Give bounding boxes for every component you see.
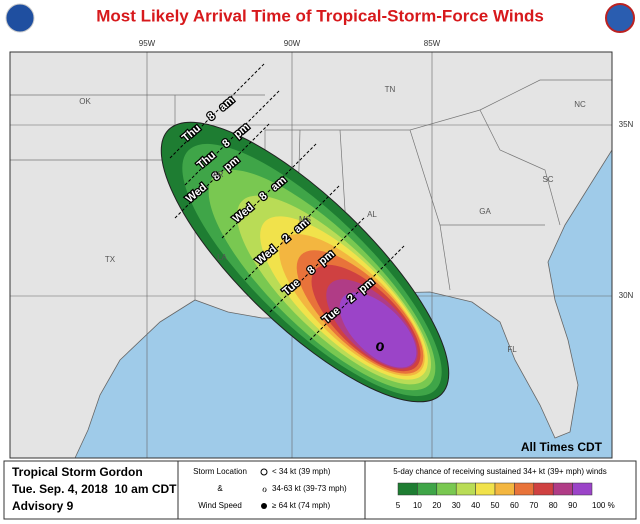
colorbar-swatch <box>572 482 593 496</box>
colorbar-swatch <box>397 482 418 496</box>
legend-item: ≥ 64 kt (74 mph) <box>272 501 331 510</box>
state-label: FL <box>507 345 517 354</box>
title: Most Likely Arrival Time of Tropical-Sto… <box>96 6 544 25</box>
time-note: All Times CDT <box>521 440 603 454</box>
colorbar-swatch <box>455 482 476 496</box>
state-label: AR <box>212 170 223 179</box>
time-contour <box>184 89 281 186</box>
colorbar-label: 90 <box>568 501 577 510</box>
time-contour <box>269 216 366 313</box>
time-contour <box>221 142 318 239</box>
state-label: TX <box>105 255 116 264</box>
state-label: NC <box>574 100 586 109</box>
state-label: OK <box>79 97 91 106</box>
storm-name: Tropical Storm Gordon <box>12 465 143 479</box>
legend-title: & <box>217 484 223 493</box>
time-contour <box>174 122 271 219</box>
legend-symbol <box>261 503 267 509</box>
state-label: TN <box>385 85 396 94</box>
colorbar: 5 10 20 30 40 50 60 70 80 90 100 % <box>396 482 615 510</box>
time-contour <box>244 184 341 281</box>
lon-label: 90W <box>284 39 301 48</box>
noaa-logo <box>5 3 35 33</box>
advisory-date: Tue. Sep. 4, 2018 10 am CDT <box>12 482 177 496</box>
map: Thu8amThu8pmWed8pmWed8amWed2amTue8pmTue2… <box>9 39 634 459</box>
probability-band <box>339 292 417 368</box>
colorbar-title: 5-day chance of receiving sustained 34+ … <box>393 467 606 476</box>
legend-item: < 34 kt (39 mph) <box>272 467 331 476</box>
state-label: LA <box>217 253 227 262</box>
state-label: MS <box>299 215 311 224</box>
state-label: GA <box>479 207 491 216</box>
colorbar-label: 10 <box>413 501 422 510</box>
state-label: AL <box>367 210 377 219</box>
lon-label: 95W <box>139 39 156 48</box>
colorbar-swatch <box>514 482 535 496</box>
colorbar-label: 20 <box>432 501 441 510</box>
colorbar-swatch <box>552 482 573 496</box>
colorbar-swatch <box>417 482 438 496</box>
colorbar-swatch <box>533 482 554 496</box>
legend-item: 34-63 kt (39-73 mph) <box>272 484 347 493</box>
state-label: SC <box>542 175 553 184</box>
colorbar-swatch <box>494 482 515 496</box>
storm-symbol: ℴ <box>375 333 384 355</box>
legend-symbol: ℴ <box>262 483 267 495</box>
map-frame <box>9 51 613 459</box>
lat-label: 35N <box>619 120 634 129</box>
nws-logo <box>605 3 635 33</box>
wind-swath <box>160 121 450 403</box>
legend-title: Wind Speed <box>198 501 242 510</box>
colorbar-label: 60 <box>510 501 519 510</box>
colorbar-swatch <box>436 482 457 496</box>
colorbar-label: 40 <box>471 501 480 510</box>
lon-label: 85W <box>424 39 441 48</box>
colorbar-label: 100 % <box>592 501 615 510</box>
advisory-number: Advisory 9 <box>12 499 74 513</box>
colorbar-swatch <box>475 482 496 496</box>
time-contour <box>169 62 266 159</box>
colorbar-label: 30 <box>452 501 461 510</box>
colorbar-label: 50 <box>491 501 500 510</box>
legend-title: Storm Location <box>193 467 247 476</box>
colorbar-label: 5 <box>396 501 401 510</box>
lat-label: 30N <box>619 291 634 300</box>
colorbar-label: 70 <box>529 501 538 510</box>
colorbar-label: 80 <box>549 501 558 510</box>
legend-symbol <box>260 468 268 476</box>
time-contour <box>309 244 406 341</box>
